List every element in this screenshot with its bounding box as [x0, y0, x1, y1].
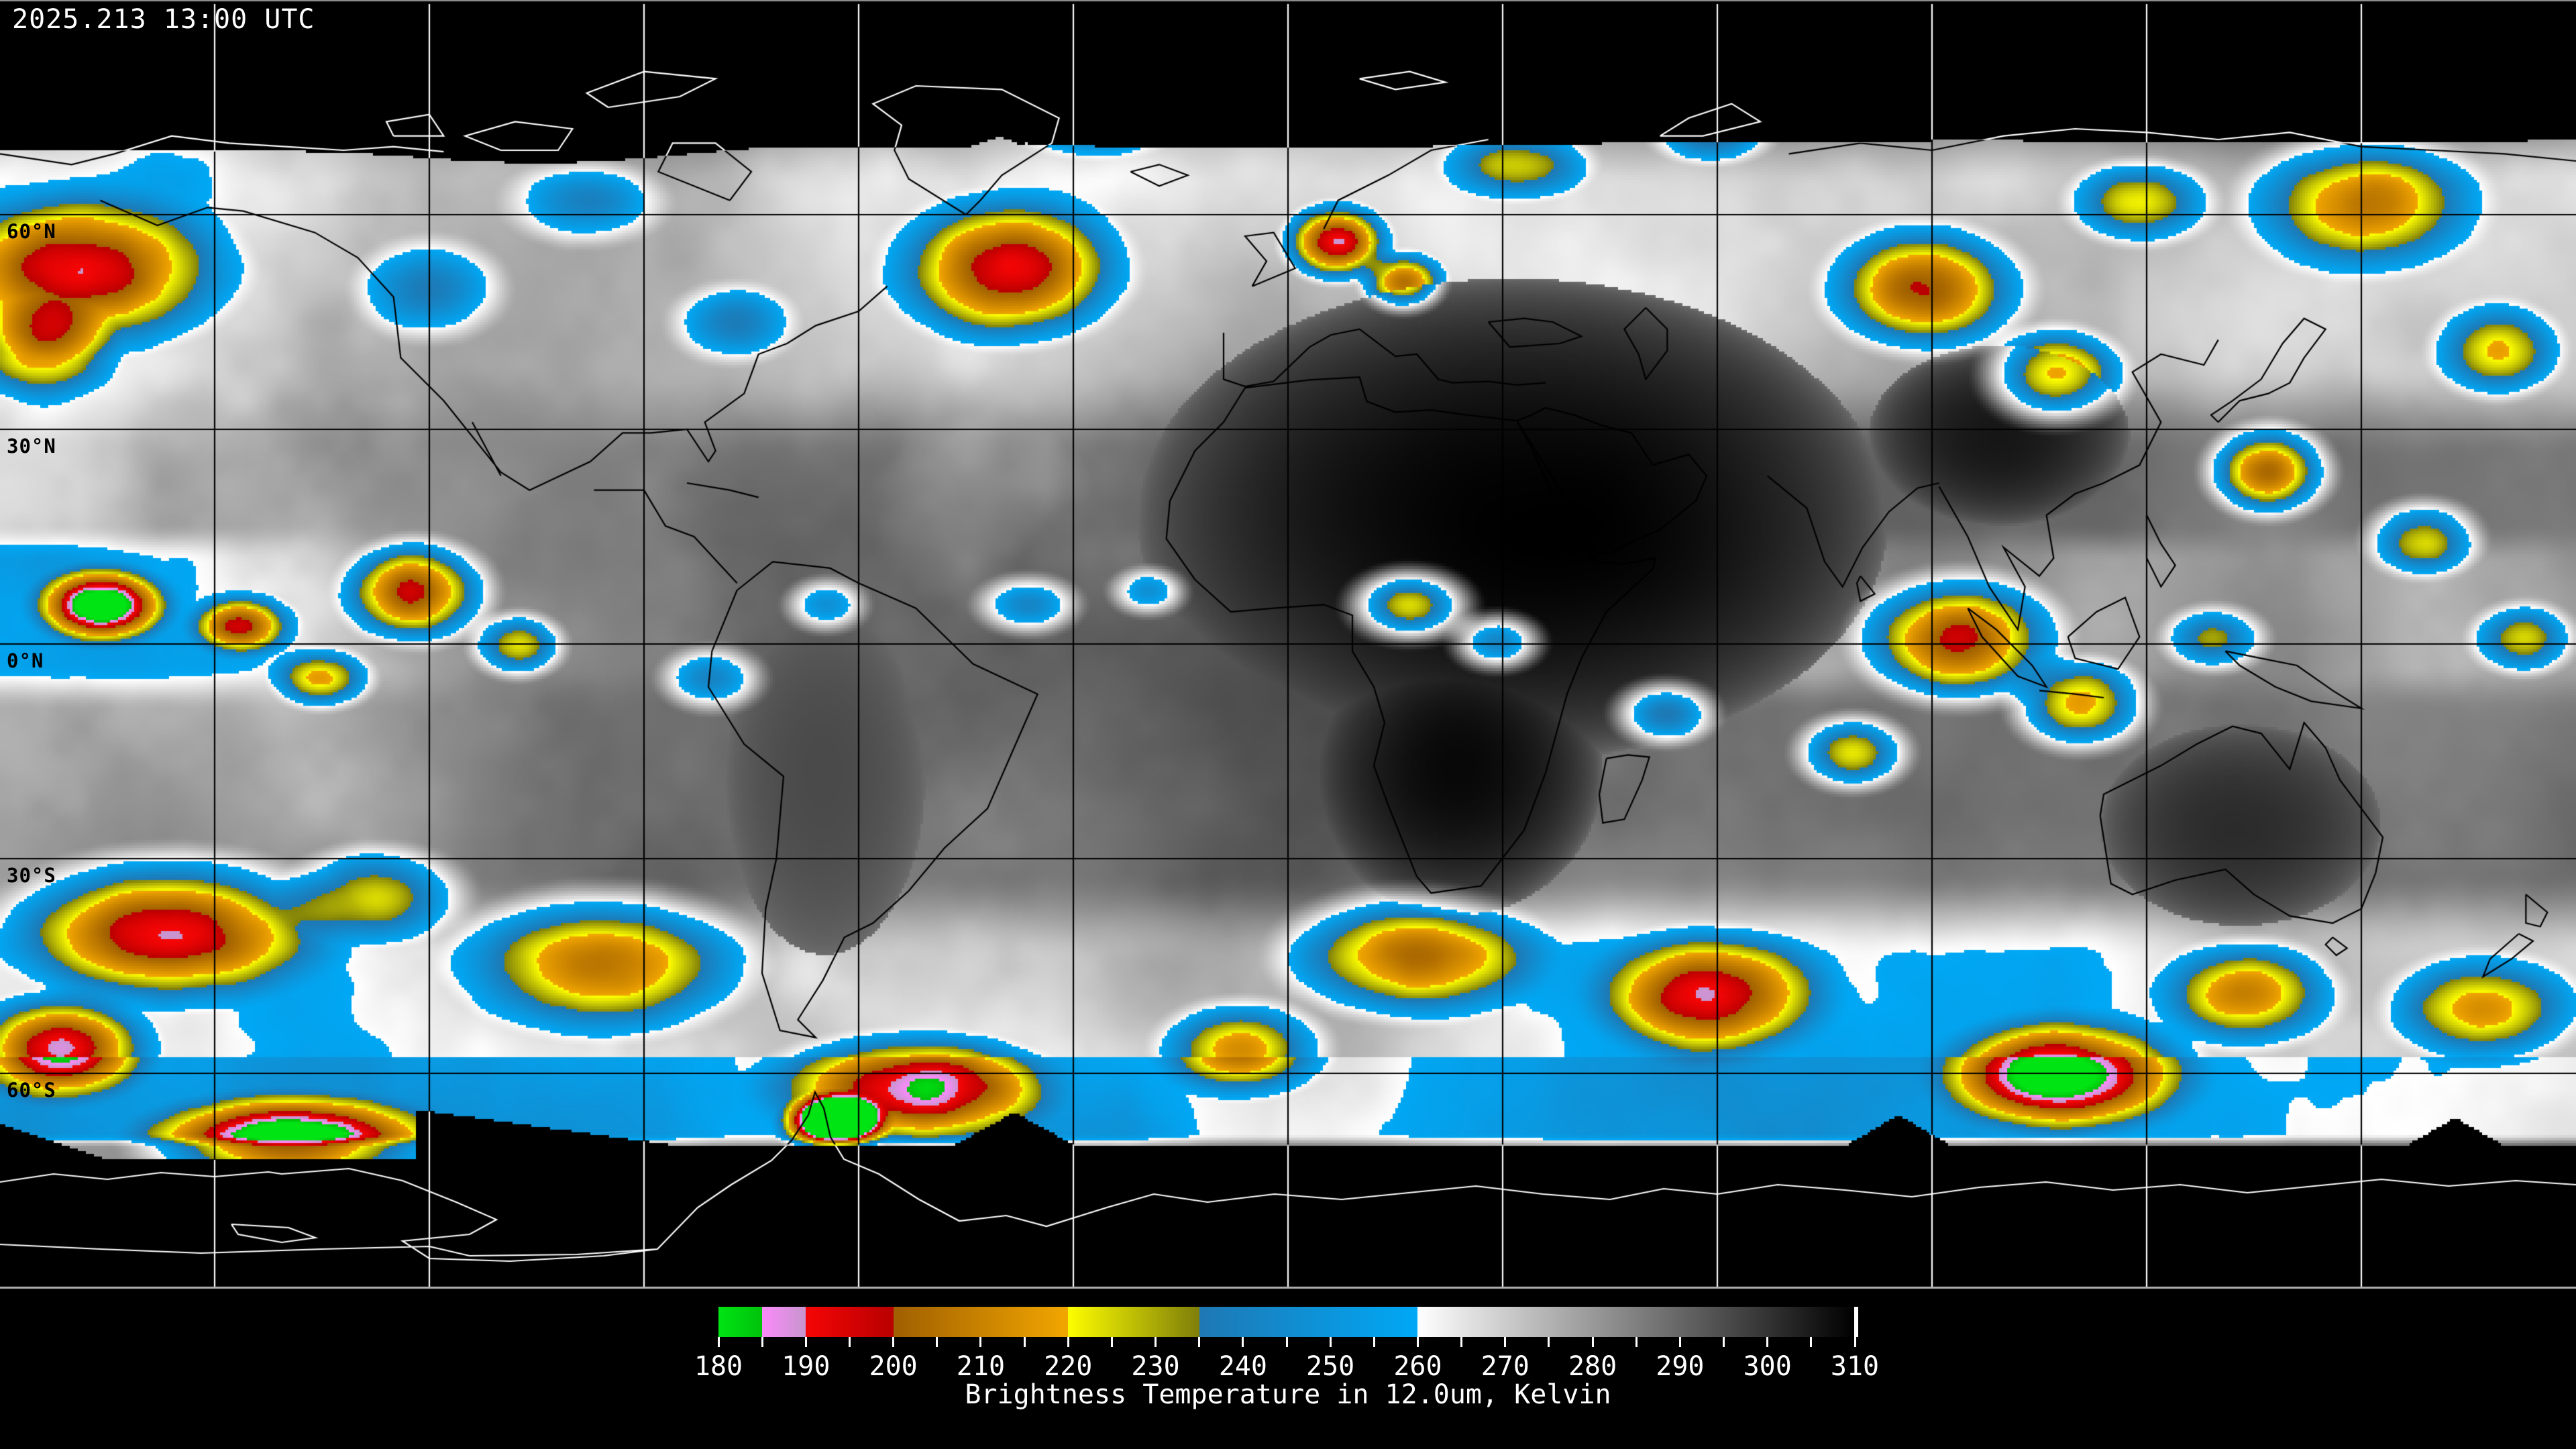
timestamp: 2025.213 13:00 UTC: [12, 4, 315, 35]
colorbar-tick-215: [1023, 1337, 1026, 1347]
colorbar-tick-180: [717, 1337, 720, 1347]
colorbar-segment-180-185: [718, 1307, 763, 1337]
colorbar-tick-270: [1504, 1337, 1507, 1347]
colorbar-tick-240: [1242, 1337, 1244, 1347]
colorbar-tick-195: [848, 1337, 851, 1347]
colorbar-end-cap: [1854, 1307, 1858, 1337]
colorbar-tick-200: [892, 1337, 895, 1347]
colorbar-segment-220-235: [1068, 1307, 1199, 1337]
colorbar-tick-label: 310: [1830, 1351, 1880, 1382]
colorbar-tick-260: [1416, 1337, 1419, 1347]
colorbar-tick-235: [1198, 1337, 1201, 1347]
colorbar-tick-255: [1373, 1337, 1375, 1347]
colorbar-tick-190: [804, 1337, 807, 1347]
latitude-label-0n: 0°N: [7, 649, 44, 672]
latitude-label-30s: 30°S: [7, 864, 56, 887]
colorbar-tick-label: 270: [1481, 1351, 1529, 1382]
colorbar-tick-290: [1678, 1337, 1681, 1347]
colorbar-tick-265: [1460, 1337, 1463, 1347]
colorbar-tick-225: [1110, 1337, 1113, 1347]
colorbar-tick-label: 220: [1044, 1351, 1093, 1382]
colorbar-segment-200-220: [893, 1307, 1069, 1337]
latitude-label-60s: 60°S: [7, 1079, 56, 1102]
colorbar-tick-250: [1329, 1337, 1332, 1347]
colorbar: 180 190 200 210 220 230 240 250 260 270 280 290 300 3…: [694, 1307, 1879, 1382]
colorbar-title: Brightness Temperature in 12.0um, Kelvin: [965, 1379, 1611, 1410]
colorbar-tick-310: [1854, 1337, 1856, 1347]
colorbar-segment-185-190: [762, 1307, 806, 1337]
latitude-label-30n: 30°N: [7, 435, 56, 458]
colorbar-tick-label: 200: [869, 1351, 918, 1382]
colorbar-tick-label: 210: [956, 1351, 1006, 1382]
colorbar-tick-label: 290: [1656, 1351, 1705, 1382]
colorbar-tick-label: 180: [694, 1351, 743, 1382]
colorbar-tick-285: [1635, 1337, 1638, 1347]
colorbar-tick-280: [1591, 1337, 1594, 1347]
colorbar-tick-label: 190: [782, 1351, 830, 1382]
colorbar-tick-300: [1766, 1337, 1769, 1347]
colorbar-tick-210: [979, 1337, 982, 1347]
latitude-label-60n: 60°N: [7, 220, 56, 243]
colorbar-tick-305: [1810, 1337, 1813, 1347]
colorbar-tick-205: [936, 1337, 938, 1347]
colorbar-tick-220: [1067, 1337, 1069, 1347]
colorbar-tick-label: 280: [1568, 1351, 1617, 1382]
colorbar-tick-label: 230: [1131, 1351, 1180, 1382]
colorbar-tick-245: [1285, 1337, 1288, 1347]
colorbar-tick-185: [761, 1337, 763, 1347]
colorbar-tick-275: [1548, 1337, 1550, 1347]
colorbar-tick-230: [1155, 1337, 1157, 1347]
colorbar-tick-label: 240: [1218, 1351, 1267, 1382]
colorbar-tick-label: 250: [1306, 1351, 1355, 1382]
colorbar-segment-260-310: [1417, 1307, 1855, 1337]
colorbar-gradient: [718, 1307, 1855, 1337]
colorbar-tick-295: [1723, 1337, 1725, 1347]
colorbar-segment-190-200: [806, 1307, 894, 1337]
colorbar-segment-235-260: [1199, 1307, 1418, 1337]
colorbar-tick-label: 260: [1393, 1351, 1442, 1382]
colorbar-tick-label: 300: [1743, 1351, 1792, 1382]
